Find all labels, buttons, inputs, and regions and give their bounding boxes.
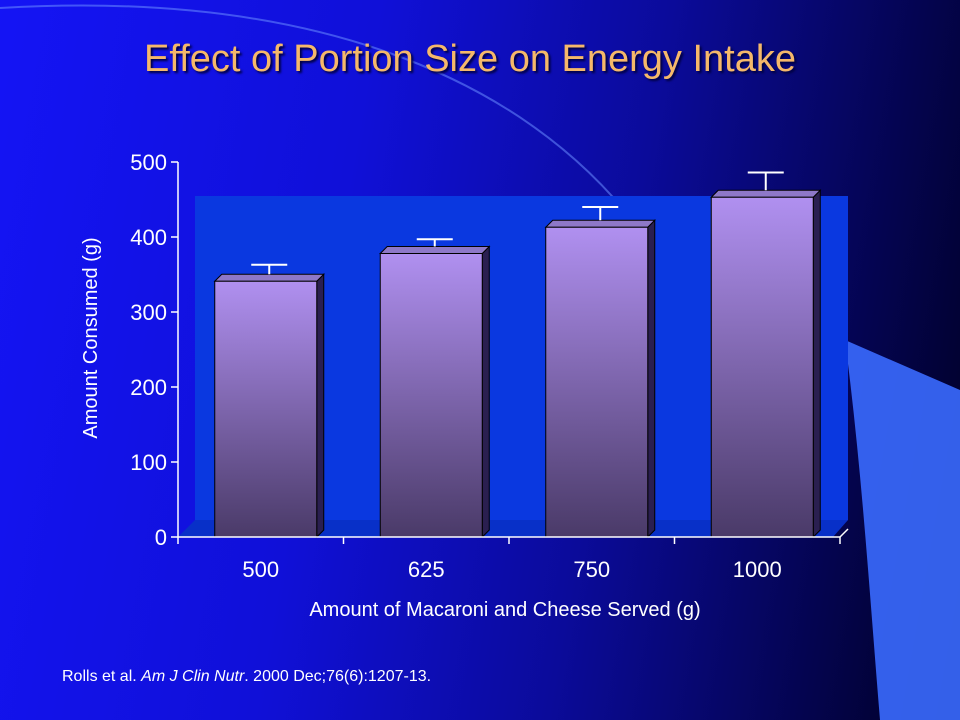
x-tick-label-750: 750: [573, 557, 610, 582]
citation-journal: Am J Clin Nutr: [141, 668, 245, 685]
bar-side-500: [316, 273, 325, 539]
bar-side-750: [647, 219, 656, 539]
x-axis-label: Amount of Macaroni and Cheese Served (g): [309, 599, 700, 621]
bar-side-625: [481, 245, 490, 539]
bar-front-750: [545, 226, 649, 538]
y-tick-label-0: 0: [155, 525, 167, 550]
slide-title: Effect of Portion Size on Energy Intake: [143, 38, 796, 80]
x-tick-label-1000: 1000: [733, 557, 782, 582]
bar-front-625: [379, 253, 483, 538]
y-axis-label: Amount Consumed (g): [80, 237, 102, 438]
y-tick-label-200: 200: [130, 375, 167, 400]
bar-front-500: [214, 280, 318, 538]
bar-500: [213, 263, 325, 539]
bar-front-1000: [710, 196, 814, 538]
y-tick-label-500: 500: [130, 150, 167, 175]
bar-750: [544, 206, 656, 539]
x-axis-depth-edge: [839, 528, 849, 538]
error-bar-750: [582, 206, 619, 221]
y-tick-label-400: 400: [130, 225, 167, 250]
citation-details: . 2000 Dec;76(6):1207-13.: [244, 668, 432, 685]
error-bar-625: [416, 238, 453, 247]
plot-floor: [178, 520, 848, 537]
error-bar-500: [251, 263, 288, 275]
bar-1000: [710, 171, 822, 539]
error-bar-1000: [747, 171, 784, 191]
citation: Rolls et al. Am J Clin Nutr. 2000 Dec;76…: [62, 668, 431, 686]
x-tick-label-500: 500: [242, 557, 279, 582]
bar-625: [379, 238, 491, 539]
plot-back-wall: [195, 196, 848, 520]
bar-top-1000: [710, 189, 822, 198]
bar-top-750: [544, 219, 656, 228]
x-tick-label-625: 625: [408, 557, 445, 582]
bar-side-1000: [812, 189, 821, 539]
bar-top-500: [213, 273, 325, 282]
citation-authors: Rolls et al.: [62, 668, 137, 685]
bar-top-625: [379, 246, 491, 254]
y-tick-label-300: 300: [130, 300, 167, 325]
y-tick-label-100: 100: [130, 450, 167, 475]
